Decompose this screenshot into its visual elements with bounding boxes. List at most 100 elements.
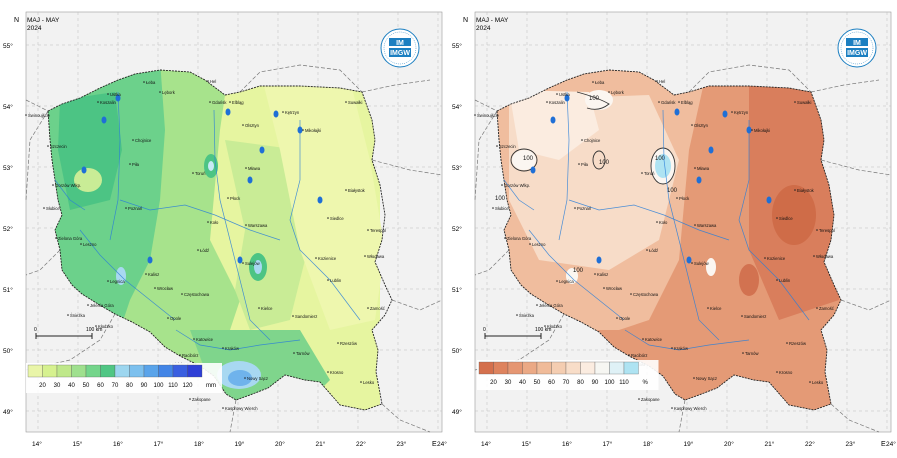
contour-label: 100 — [495, 196, 506, 202]
city-label: Częstochowa — [184, 292, 210, 297]
city-label: Kielce — [261, 306, 273, 311]
scale-zero: 0 — [34, 327, 37, 333]
city-label: Kozienice — [767, 256, 786, 261]
precip-percent-map-panel: 100 100 100 100 100 100 100 Świnoujście Szczeci… — [449, 0, 897, 458]
city-label: Mikołajki — [754, 128, 770, 133]
lon-label: 16° — [562, 440, 572, 448]
legend-swatch — [143, 364, 159, 378]
map-year: 2024 — [476, 25, 491, 32]
legend-value: 90 — [141, 383, 148, 389]
legend-swatch — [172, 364, 188, 378]
city-label: Opole — [170, 316, 182, 321]
logo-text: IMGW — [390, 50, 410, 57]
legend-value: 80 — [126, 383, 133, 389]
rivers — [503, 91, 810, 351]
axis-labels: 14° 15° 16° 17° 18° 19° 20° 21° 22° 23° 24° 55° 54° 5… — [452, 17, 896, 448]
precipitation-map-panel: Świnoujście Szczecin Koszalin Ustka Łeba Lębo… — [0, 0, 448, 458]
city-label: Hel — [659, 79, 665, 84]
lon-label: 15° — [73, 440, 83, 448]
city-label: Katowice — [645, 337, 663, 342]
svg-text:IM: IM — [853, 40, 861, 47]
city-label: Zielona Góra — [507, 236, 532, 241]
city-label: Leszno — [532, 242, 546, 247]
city-label: Koszalin — [100, 100, 116, 105]
city-label: Gorzów Wlkp. — [55, 183, 81, 188]
map-year: 2024 — [27, 25, 42, 32]
lat-label: 51° — [452, 286, 462, 294]
lon-label: 19° — [235, 440, 245, 448]
lat-label: 50° — [452, 347, 462, 355]
legend-swatch — [56, 364, 72, 378]
city-label: Nowy Sącz — [696, 376, 717, 381]
city-label: Białystok — [797, 188, 815, 193]
axis-labels: 14° 15° 16° 17° 18° 19° 20° 21° 22° 23° 24° 55° 54° 5… — [3, 17, 447, 448]
city-label: Zakopane — [192, 397, 211, 402]
city-label: Toruń — [195, 171, 206, 176]
neighbor-borders — [474, 64, 892, 433]
legend-value: 90 — [592, 380, 599, 386]
imgw-logo: IM IMGW — [837, 28, 877, 68]
city-label: Legnica — [110, 279, 125, 284]
legend-value: 70 — [563, 380, 570, 386]
city-label: Świnoujście — [477, 113, 500, 118]
lon-label: 19° — [684, 440, 694, 448]
city-label: Rzeszów — [789, 341, 807, 346]
lon-label: 15° — [522, 440, 532, 448]
legend-value: 20 — [39, 383, 46, 389]
city-label: Zamość — [370, 306, 385, 311]
lat-label: 49° — [452, 408, 462, 416]
lat-label: 53° — [3, 164, 13, 172]
city-label: Racibórz — [182, 353, 199, 358]
city-label: Olsztyn — [694, 123, 709, 128]
city-label: Słubice — [495, 206, 509, 211]
city-label: Lębork — [611, 90, 625, 95]
city-label: Krosno — [779, 370, 793, 375]
city-label: Śnieżka — [70, 313, 86, 318]
lon-label: 22° — [805, 440, 815, 448]
legend-swatch — [609, 361, 625, 375]
city-label: Katowice — [196, 337, 214, 342]
lat-label: 55° — [452, 42, 462, 50]
city-label: Terespol — [819, 228, 835, 233]
city-label: Poznań — [128, 206, 143, 211]
lat-label: 49° — [3, 408, 13, 416]
contour-label: 100 — [573, 268, 584, 274]
city-label: Łeba — [595, 80, 605, 85]
legend-value: 100 — [604, 380, 615, 386]
city-label: Włodawa — [367, 254, 385, 259]
city-label: Sandomierz — [744, 314, 766, 319]
lon-label: 18° — [194, 440, 204, 448]
city-label: Płock — [679, 196, 690, 201]
city-label: Kętrzyn — [285, 110, 300, 115]
city-label: Łódź — [200, 248, 209, 253]
city-label: Tarnów — [745, 351, 759, 356]
legend-value: 30 — [505, 380, 512, 386]
city-label: Kasprowy Wierch — [225, 406, 258, 411]
city-label: Płock — [230, 196, 241, 201]
legend-value: 80 — [577, 380, 584, 386]
scale-zero: 0 — [483, 327, 486, 333]
legend-unit: % — [643, 380, 649, 386]
legend-value: 70 — [112, 383, 119, 389]
city-label: Kalisz — [597, 272, 608, 277]
legend-swatch — [27, 364, 43, 378]
city-label: Koło — [659, 220, 668, 225]
lat-label: 52° — [452, 225, 462, 233]
city-label: Lesko — [363, 380, 375, 385]
city-labels: Świnoujście Szczecin Koszalin Ustka Łeba Lębo… — [474, 79, 835, 411]
lon-label: 24° — [437, 440, 447, 448]
city-label: Kraków — [674, 346, 689, 351]
contour-label: 100 — [599, 160, 610, 166]
scale-bar: 0 100 km — [483, 327, 551, 339]
city-label: Mikołajki — [305, 128, 321, 133]
legend-swatch — [536, 361, 552, 375]
city-label: Białystok — [348, 188, 366, 193]
legend-value: 50 — [83, 383, 90, 389]
city-label: Łódź — [649, 248, 658, 253]
lon-label: 20° — [724, 440, 734, 448]
rivers — [54, 91, 361, 351]
legend-swatch — [158, 364, 174, 378]
legend-value: 100 — [153, 383, 164, 389]
legend-swatch — [623, 361, 639, 375]
legend-swatch — [187, 364, 203, 378]
